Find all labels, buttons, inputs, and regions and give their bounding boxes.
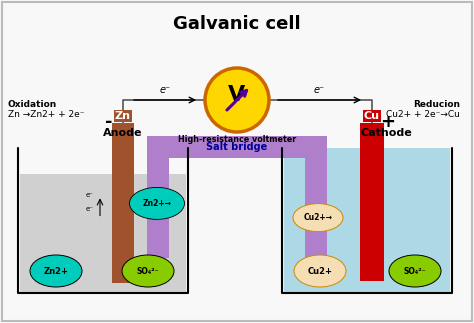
Text: SO₄²⁻: SO₄²⁻ [404,266,426,276]
Text: -: - [105,113,113,131]
Ellipse shape [293,203,343,232]
Text: +: + [381,113,395,131]
Text: e⁻: e⁻ [86,206,94,213]
Bar [112,123,134,283]
Text: High-resistance voltmeter: High-resistance voltmeter [178,135,296,144]
Text: Zn2+→: Zn2+→ [143,199,172,208]
Bar [360,123,384,281]
Text: Cathode: Cathode [360,128,412,138]
Text: Zn →Zn2+ + 2e⁻: Zn →Zn2+ + 2e⁻ [8,110,84,119]
Text: Cu2+→: Cu2+→ [303,213,332,222]
Bar [20,174,186,293]
Ellipse shape [129,187,184,219]
Text: Galvanic cell: Galvanic cell [173,15,301,33]
Text: Cu: Cu [364,111,380,121]
Text: Zn2+: Zn2+ [44,266,69,276]
Text: e⁻: e⁻ [159,85,171,95]
Text: e⁻: e⁻ [314,85,325,95]
Text: Salt bridge: Salt bridge [206,142,268,152]
Bar [147,136,327,158]
Bar [305,158,327,258]
Ellipse shape [205,68,269,132]
Text: Cu2+: Cu2+ [308,266,332,276]
Text: Reducion: Reducion [413,100,460,109]
Bar [284,148,450,293]
Text: e⁻: e⁻ [86,193,94,198]
Ellipse shape [30,255,82,287]
Ellipse shape [122,255,174,287]
Text: Oxidation: Oxidation [8,100,57,109]
Text: Cu2+ + 2e⁻→Cu: Cu2+ + 2e⁻→Cu [386,110,460,119]
Ellipse shape [389,255,441,287]
Bar [147,158,169,258]
Text: V: V [228,85,246,105]
Text: SO₄²⁻: SO₄²⁻ [137,266,159,276]
Text: Anode: Anode [103,128,143,138]
Ellipse shape [294,255,346,287]
Text: Zn: Zn [115,111,131,121]
